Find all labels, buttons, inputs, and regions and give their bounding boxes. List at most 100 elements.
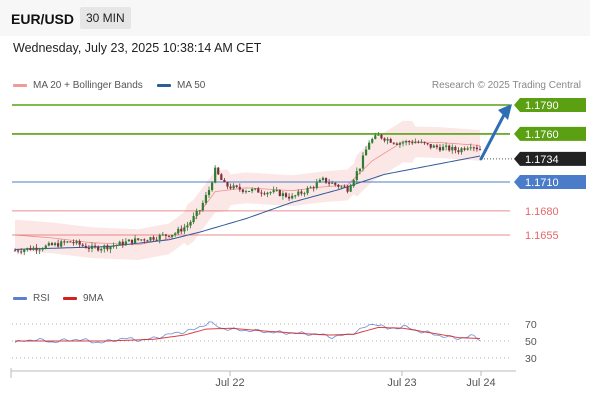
candle <box>251 187 254 194</box>
candle <box>112 242 115 249</box>
candle-body <box>93 245 97 247</box>
x-tick-label: Jul 22 <box>215 377 244 389</box>
candle <box>401 140 405 147</box>
candle-body <box>198 210 201 212</box>
candle-body <box>177 228 180 234</box>
candle-body <box>180 228 183 232</box>
candle <box>57 239 60 248</box>
candle <box>164 234 167 240</box>
candle <box>32 245 35 251</box>
candle <box>291 193 294 200</box>
candle-body <box>352 180 355 187</box>
candle-body <box>438 147 442 151</box>
candle <box>281 190 285 200</box>
candle-body <box>53 243 57 246</box>
candle-body <box>441 146 445 151</box>
candle <box>257 186 260 193</box>
candle <box>297 189 300 197</box>
candle-body <box>106 245 109 250</box>
candle <box>235 184 238 189</box>
candle <box>272 186 275 194</box>
candle <box>115 244 118 249</box>
candle <box>121 238 124 248</box>
candle-body <box>244 191 248 193</box>
candle <box>93 243 97 249</box>
candle <box>47 241 50 247</box>
candle-body <box>220 174 223 180</box>
candle-body <box>475 147 479 150</box>
candle <box>278 189 281 197</box>
candle-body <box>201 202 204 211</box>
candle-body <box>32 247 35 251</box>
candle <box>35 244 38 255</box>
bollinger-swatch <box>13 83 27 87</box>
candle <box>429 143 432 150</box>
candle <box>451 144 454 154</box>
rsi-tick-70: 70 <box>525 319 537 331</box>
level-label-1.1760: 1.1760 <box>525 129 559 141</box>
candle <box>352 178 355 188</box>
ma50-swatch <box>157 83 171 87</box>
candle-body <box>266 192 269 195</box>
level-label-1.1680: 1.1680 <box>525 206 559 218</box>
candle <box>263 191 266 196</box>
candle-body <box>328 182 331 184</box>
candle <box>158 233 161 244</box>
candle-body <box>423 141 426 144</box>
candle-body <box>469 147 472 149</box>
candle <box>207 186 211 198</box>
candle <box>426 142 429 146</box>
candle-body <box>408 141 411 143</box>
candle-body <box>140 239 143 241</box>
candle-body <box>161 234 164 236</box>
candle-body <box>291 195 294 199</box>
candle-body <box>38 249 41 251</box>
legend-bollinger: MA 20 + Bollinger Bands <box>13 80 143 92</box>
candle <box>315 178 318 190</box>
candle <box>445 142 448 151</box>
candle <box>140 239 143 242</box>
time-axis: Jul 22 Jul 23 Jul 24 <box>10 368 516 389</box>
candle-body <box>303 193 306 195</box>
candle <box>177 226 180 236</box>
candle-body <box>66 241 69 243</box>
candle-body <box>278 190 281 196</box>
candle <box>183 223 186 235</box>
candle-body <box>380 134 383 139</box>
rsi-ma-swatch <box>63 296 77 300</box>
candle <box>383 137 386 143</box>
candle-body <box>275 190 278 192</box>
candle <box>275 186 278 192</box>
candle <box>312 185 315 192</box>
candle <box>137 238 140 241</box>
candle-body <box>478 149 482 151</box>
candle-body <box>158 234 161 240</box>
candle <box>201 200 204 212</box>
symbol-title: EUR/USD <box>11 11 75 27</box>
candle <box>266 191 269 198</box>
candle-body <box>60 241 63 247</box>
candle <box>220 173 223 181</box>
candle <box>438 144 442 153</box>
candle <box>364 146 368 156</box>
forecast-arrow-shaft <box>479 111 507 161</box>
candle-body <box>109 246 112 250</box>
rsi-tick-50: 50 <box>525 336 537 348</box>
candle-body <box>368 142 371 150</box>
candle-body <box>167 235 171 237</box>
candle <box>254 187 257 191</box>
candle-body <box>16 250 20 252</box>
candle-body <box>217 167 220 175</box>
candle-body <box>454 146 457 151</box>
levels-layer: 1.1790 1.1760 1.1710 1.1680 1.1655 <box>12 98 586 242</box>
candle <box>404 139 408 146</box>
candle-body <box>445 145 448 147</box>
candle-body <box>337 184 340 187</box>
candle <box>69 241 72 243</box>
legend-ma50-label: MA 50 <box>177 80 206 91</box>
candle-body <box>195 210 198 217</box>
level-label-1.1655: 1.1655 <box>525 230 559 242</box>
candle-body <box>315 182 318 188</box>
rsi-line <box>14 321 481 344</box>
timeframe-button[interactable]: 30 MIN <box>80 7 131 29</box>
